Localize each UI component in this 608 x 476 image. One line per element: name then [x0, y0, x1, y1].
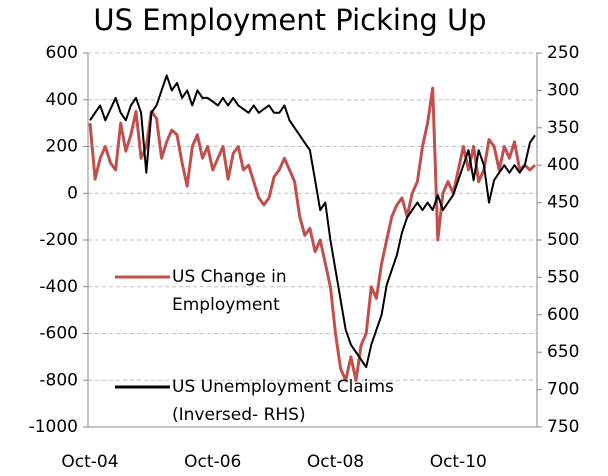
- y-tick-label: 600: [46, 43, 78, 63]
- x-tick-label: Oct-04: [61, 452, 118, 472]
- y2-tick-label: 500: [547, 230, 579, 250]
- y2-tick-label: 550: [547, 267, 579, 287]
- y-tick-label: -800: [39, 370, 78, 390]
- x-tick-label: Oct-06: [184, 452, 241, 472]
- y-tick-label: -1000: [29, 417, 78, 437]
- x-tick-label: Oct-08: [307, 452, 364, 472]
- y2-tick-label: 750: [547, 417, 579, 437]
- y2-tick-label: 350: [547, 118, 579, 138]
- y2-tick-label: 250: [547, 43, 579, 63]
- series-line: [88, 86, 537, 382]
- chart-title: US Employment Picking Up: [93, 3, 486, 37]
- series-line: [89, 74, 536, 369]
- y2-tick-label: 600: [547, 305, 579, 325]
- y-tick-label: 0: [67, 183, 78, 203]
- y-tick-label: 200: [46, 137, 78, 157]
- y-tick-label: -200: [39, 230, 78, 250]
- y2-tick-label: 650: [547, 342, 579, 362]
- y-tick-label: -600: [39, 324, 78, 344]
- y-tick-label: -400: [39, 277, 78, 297]
- x-tick-label: Oct-10: [430, 452, 487, 472]
- legend-label: US Change in Employment: [172, 267, 287, 315]
- y-tick-label: 400: [46, 90, 78, 110]
- legend-label: US Unemployment Claims (Inversed- RHS): [172, 377, 394, 425]
- y2-tick-label: 400: [547, 155, 579, 175]
- y2-tick-label: 300: [547, 80, 579, 100]
- y2-tick-label: 700: [547, 380, 579, 400]
- y2-tick-label: 450: [547, 193, 579, 213]
